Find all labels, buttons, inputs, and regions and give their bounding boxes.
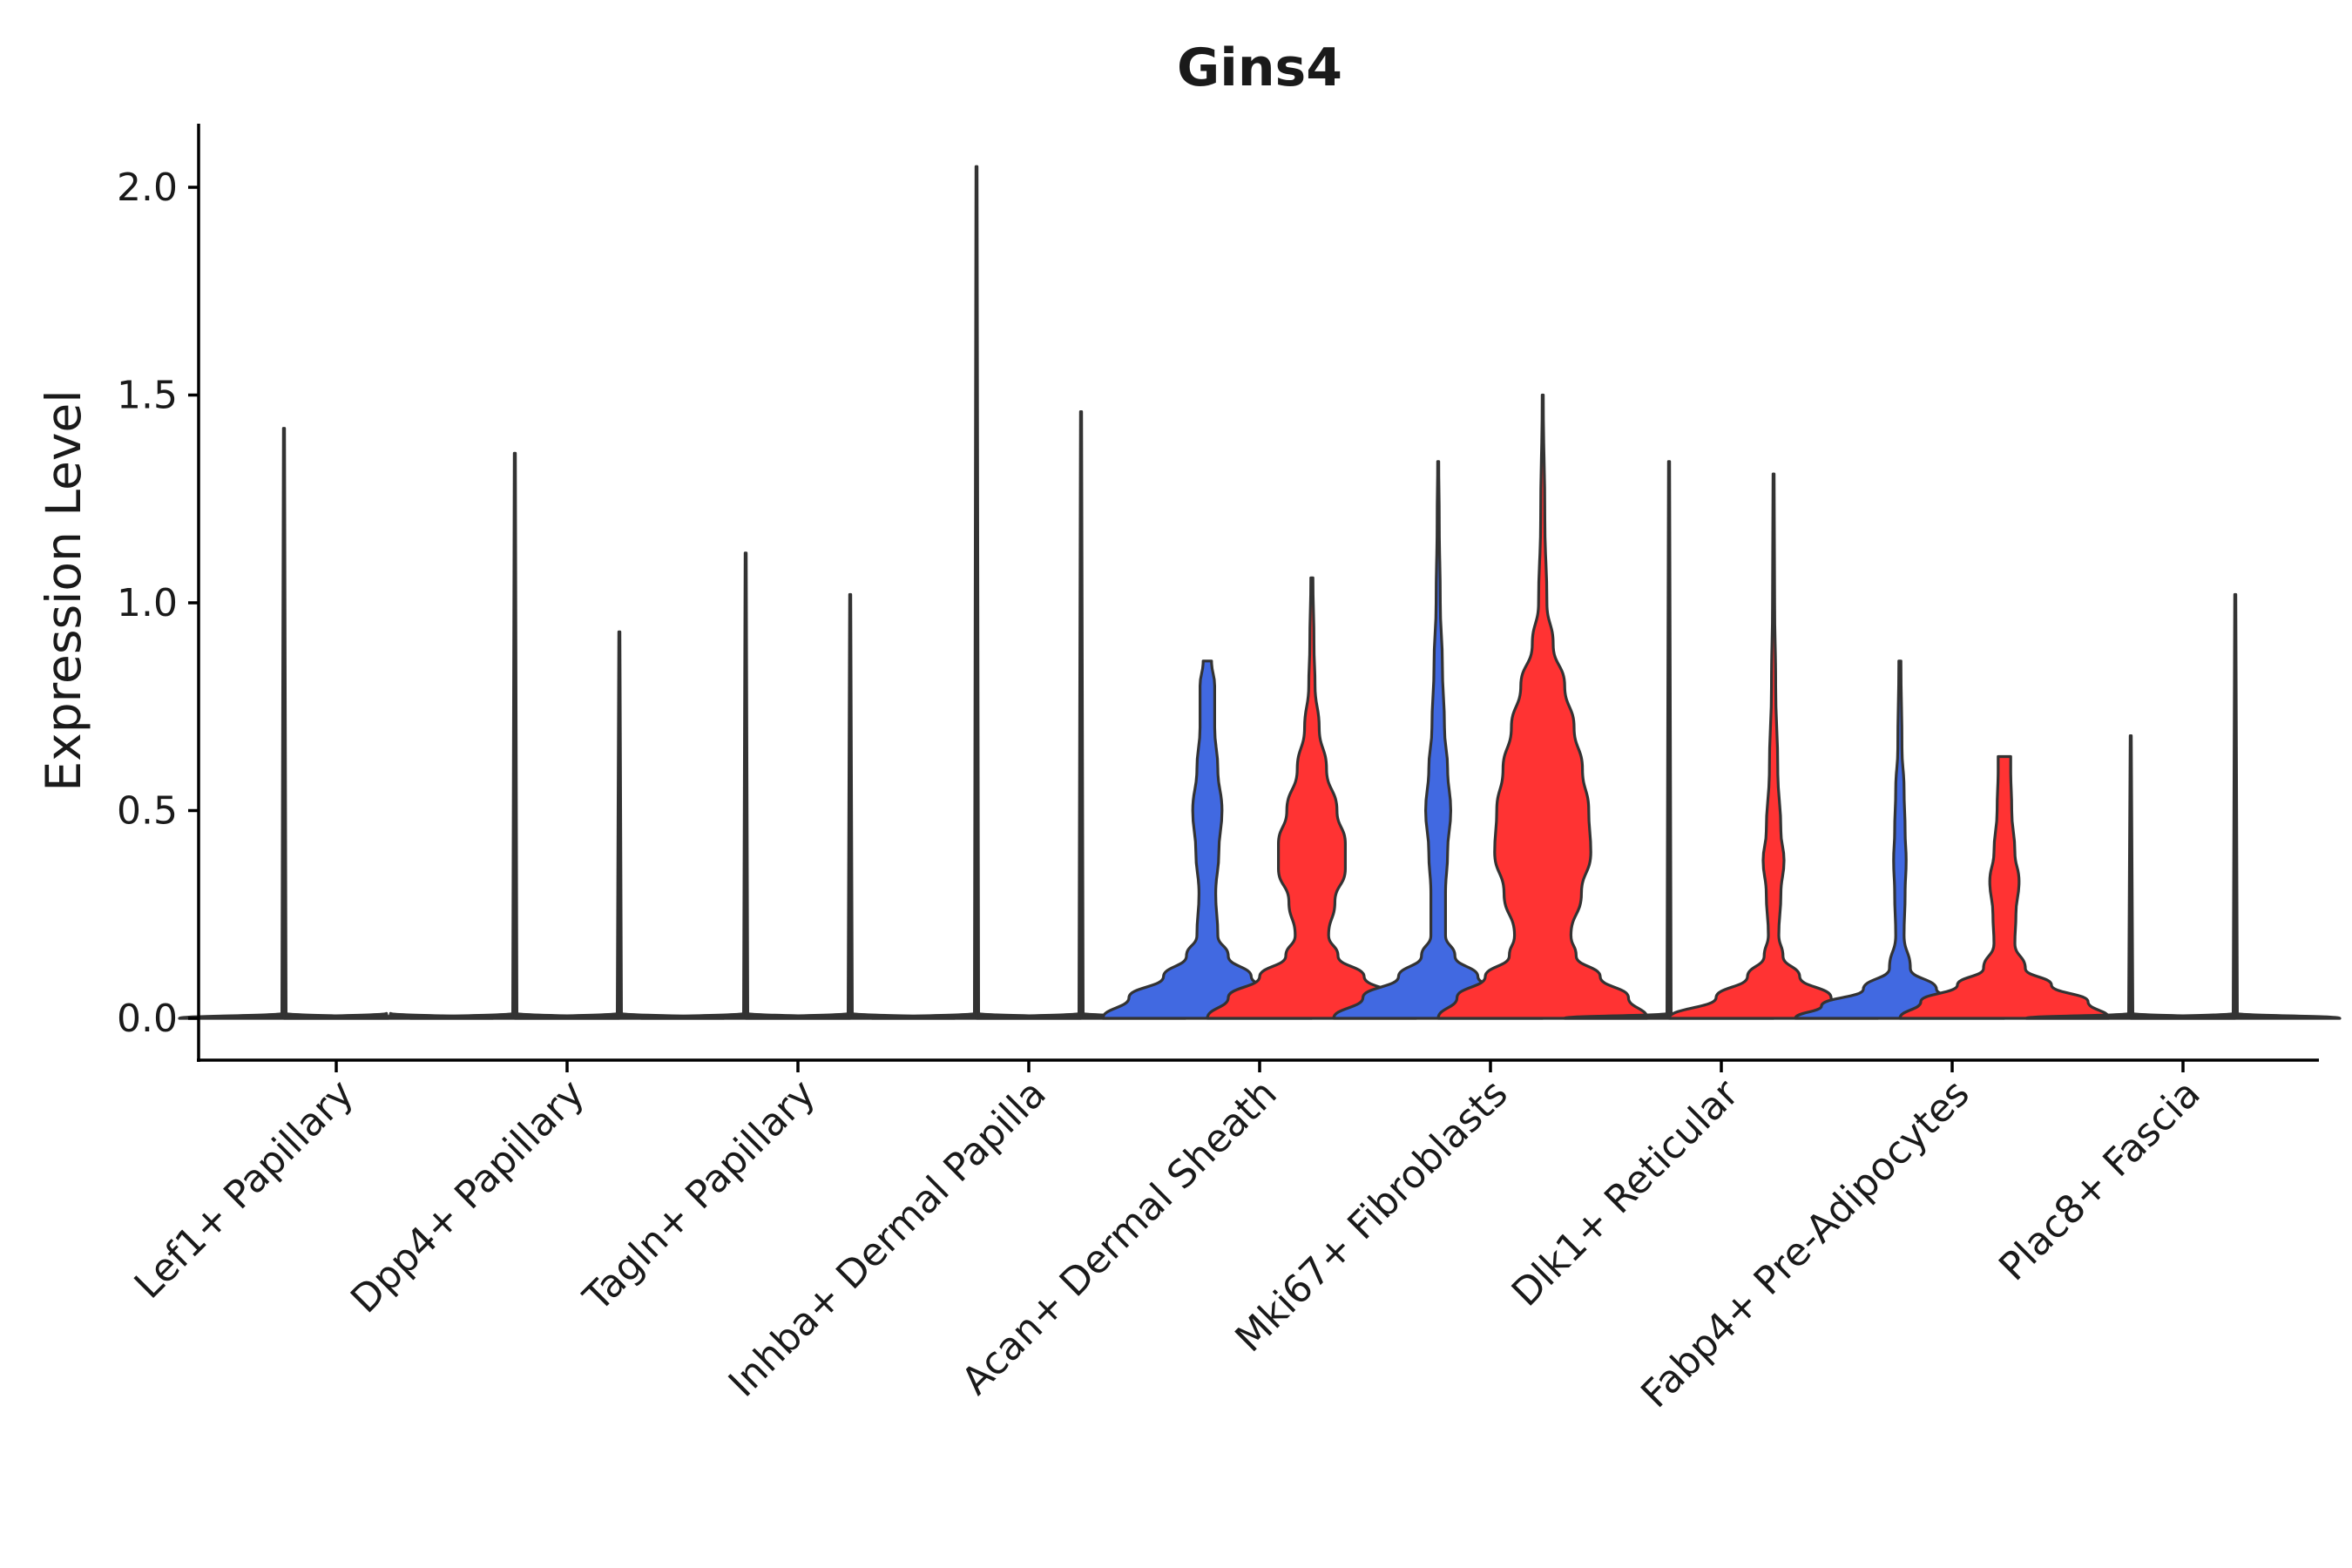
violin-group [178, 165, 2342, 1020]
violin-group1-4 [1101, 659, 1314, 1020]
violin-group2-4 [1206, 576, 1418, 1020]
axes [197, 124, 2319, 1062]
y-tick-label: 0.0 [117, 997, 178, 1041]
y-tick-label: 1.5 [117, 374, 178, 418]
violin-group1-7 [1794, 659, 2006, 1020]
x-tick-label: Lef1+ Papillary [126, 1071, 362, 1308]
violin-group2-5 [1436, 393, 1649, 1020]
x-tick-label: Dpp4+ Papillary [342, 1071, 593, 1322]
violin-group2-7 [1898, 754, 2111, 1020]
y-tick-label: 2.0 [117, 166, 178, 210]
y-tick-label: 1.0 [117, 581, 178, 625]
violin-group2-6 [1667, 472, 1880, 1020]
chart-title: Gins4 [1177, 37, 1342, 98]
y-tick-label: 0.5 [117, 789, 178, 834]
y-axis-title: Expression Level [36, 389, 91, 791]
y-ticks: 0.0 0.5 1.0 1.5 2.0 [117, 166, 199, 1041]
violin-group1-5 [1332, 460, 1544, 1020]
x-tick-label: Plac8+ Fascia [1990, 1071, 2209, 1290]
x-tick-label: Dlk1+ Reticular [1504, 1071, 1748, 1315]
x-tick-label: Tagln+ Papillary [575, 1071, 824, 1321]
